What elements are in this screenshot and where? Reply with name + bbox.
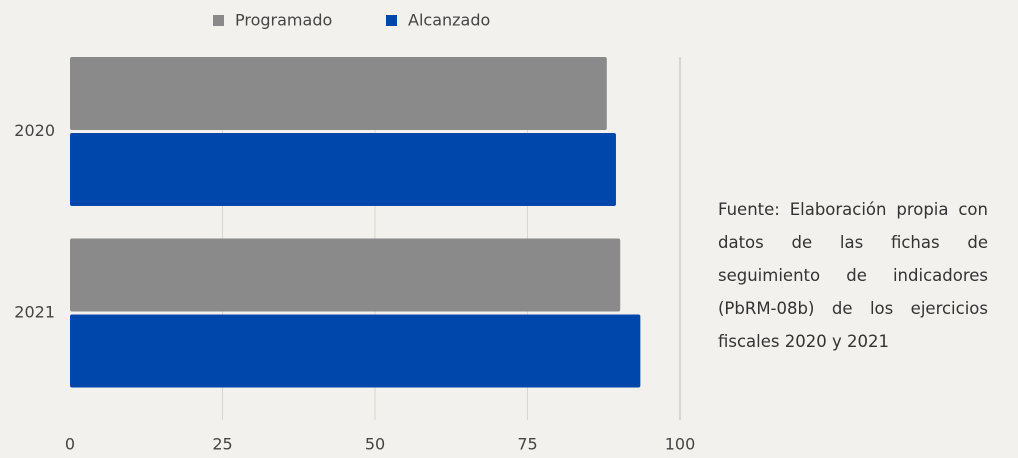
legend-label: Programado [235,11,332,30]
legend-swatch [213,15,224,26]
x-tick-label: 0 [65,435,75,454]
legend-swatch [386,15,397,26]
bar [70,57,607,130]
legend-label: Alcanzado [408,11,490,30]
bar [70,133,616,206]
x-tick-label: 25 [212,435,232,454]
source-note: Fuente: Elaboración propia con datos de … [718,200,988,351]
bar [70,314,641,388]
x-tick-label: 75 [517,435,537,454]
y-tick-label: 2021 [14,303,55,322]
y-tick-label: 2020 [14,121,55,140]
x-tick-label: 100 [665,435,696,454]
bar [70,238,621,312]
x-tick-label: 50 [365,435,385,454]
